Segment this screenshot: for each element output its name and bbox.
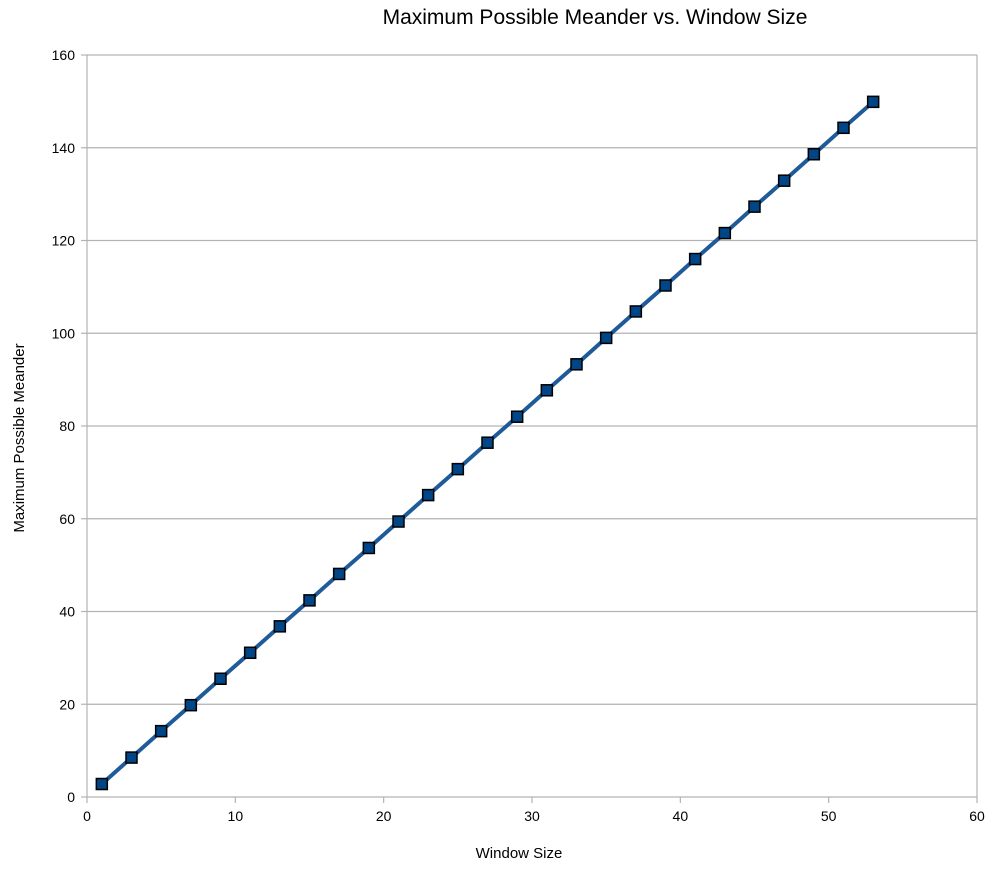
y-tick-label: 20 <box>59 696 75 712</box>
data-point <box>95 777 109 791</box>
axes: 0 20 40 60 80 100 120 140 160 0 10 20 30 40 50 60 <box>52 47 985 824</box>
x-tick-label: 0 <box>83 808 91 824</box>
x-tick-label: 40 <box>673 808 689 824</box>
y-tick-label: 140 <box>52 140 76 156</box>
data-point <box>184 698 198 712</box>
data-point <box>214 672 227 685</box>
data-point <box>688 252 702 266</box>
x-axis-title: Window Size <box>476 845 563 862</box>
data-point <box>570 358 583 371</box>
y-tick-label: 160 <box>52 47 76 63</box>
x-tick-label: 10 <box>228 808 244 824</box>
data-point <box>510 410 524 423</box>
data-point <box>777 174 791 187</box>
y-tick-label: 40 <box>59 604 75 620</box>
data-point <box>125 751 138 764</box>
data-point <box>154 724 168 738</box>
data-point <box>599 331 613 345</box>
data-point <box>807 147 821 161</box>
data-point <box>718 226 732 240</box>
data-series <box>95 95 880 791</box>
data-point <box>332 567 346 581</box>
y-tick-label: 0 <box>67 789 75 805</box>
data-point <box>273 620 287 633</box>
y-tick-label: 60 <box>59 511 75 527</box>
data-point <box>392 515 405 528</box>
data-point <box>421 488 435 502</box>
y-tick-label: 80 <box>59 418 75 434</box>
data-point <box>451 462 465 476</box>
data-point <box>837 121 850 135</box>
grid-lines <box>87 54 977 798</box>
data-point <box>362 541 376 555</box>
data-point <box>866 95 880 109</box>
data-point <box>303 594 316 607</box>
y-axis-title: Maximum Possible Meander <box>11 343 28 532</box>
data-point <box>243 646 257 660</box>
data-point <box>481 436 494 449</box>
data-point <box>629 305 643 318</box>
x-tick-label: 30 <box>524 808 540 824</box>
data-point <box>659 279 672 292</box>
x-tick-label: 50 <box>821 808 837 824</box>
x-tick-label: 20 <box>376 808 392 824</box>
y-tick-label: 100 <box>52 325 76 341</box>
data-point <box>748 200 761 213</box>
data-point <box>540 384 554 397</box>
x-tick-label: 60 <box>969 808 985 824</box>
chart-title: Maximum Possible Meander vs. Window Size <box>383 6 808 29</box>
y-tick-label: 120 <box>52 233 76 249</box>
